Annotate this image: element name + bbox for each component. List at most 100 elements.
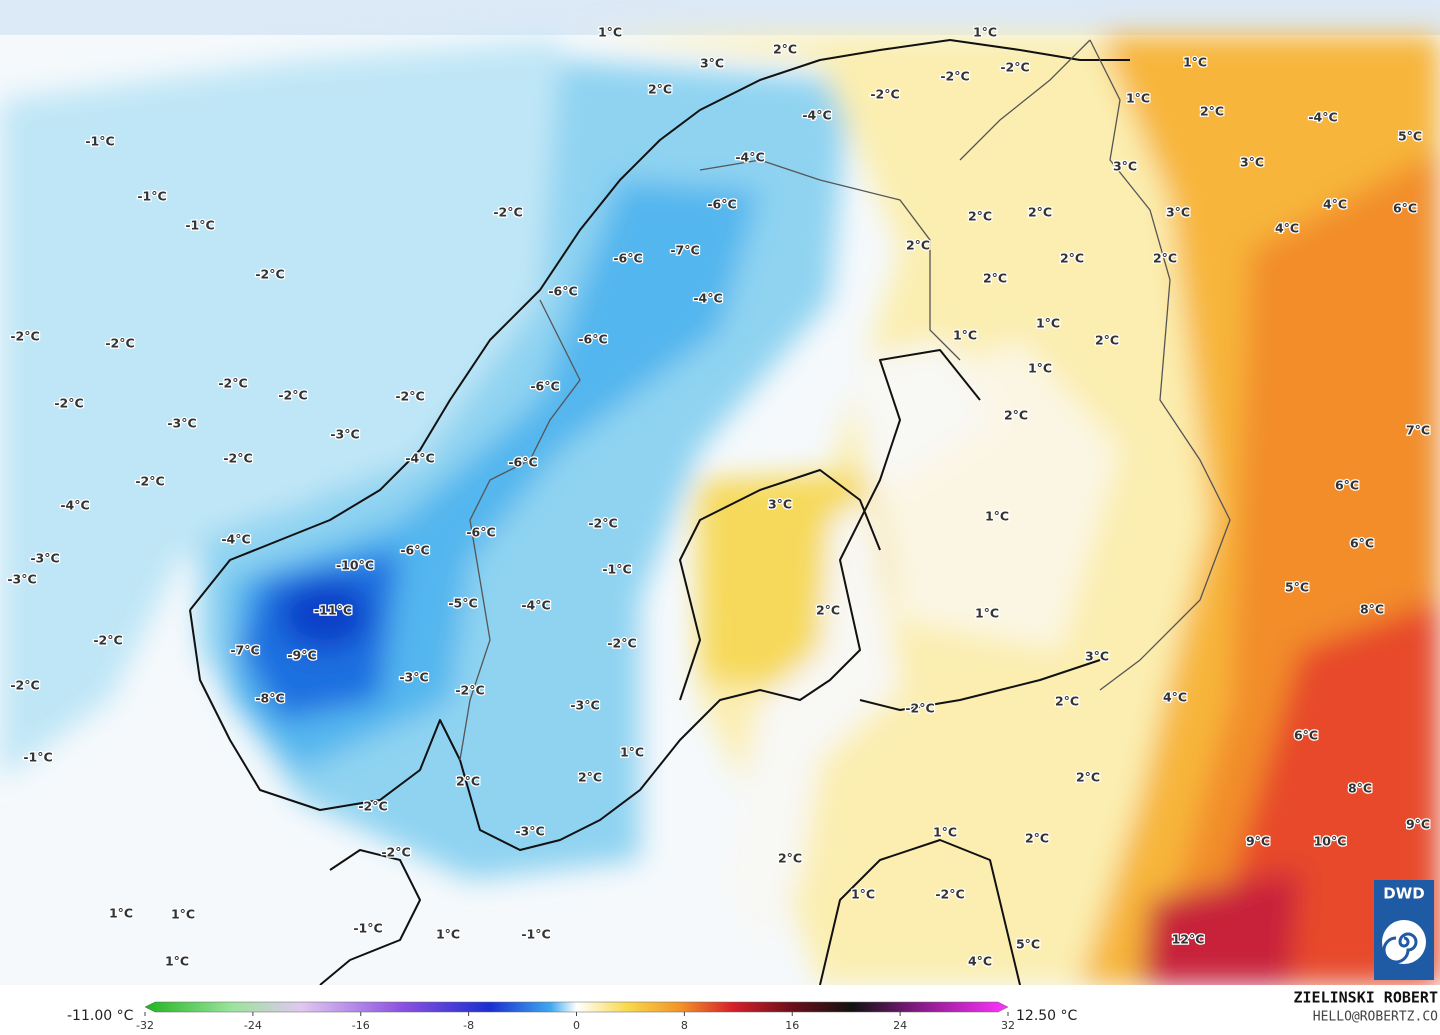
temperature-label: -7°C — [670, 243, 699, 258]
temperature-label: 2°C — [578, 770, 602, 785]
temperature-label: -4°C — [521, 598, 550, 613]
temperature-label: -6°C — [613, 251, 642, 266]
temperature-label: -4°C — [60, 498, 89, 513]
author: ZIELINSKI ROBERT — [1294, 989, 1439, 1007]
temperature-labels: 1°C 1°C 2°C 3°C 2°C -2°C -2°C 1°C 1°C -2°C 2°C -4°C… — [6, 23, 1431, 970]
temperature-label: 4°C — [1275, 221, 1299, 236]
colorbar-gradient — [144, 1001, 1009, 1013]
temperature-label: -2°C — [218, 376, 247, 391]
temperature-label: -2°C — [358, 799, 387, 814]
temperature-label: -4°C — [693, 291, 722, 306]
temperature-label: 1°C — [165, 954, 189, 969]
temperature-label: -10°C — [336, 558, 374, 573]
temperature-label: 2°C — [456, 774, 480, 789]
colorbar-tick-label: 16 — [785, 1019, 799, 1032]
temperature-label: 3°C — [1085, 649, 1109, 664]
temperature-label: 1°C — [973, 25, 997, 40]
colorbar-tick-label: -8 — [463, 1019, 474, 1032]
temperature-label: 2°C — [778, 851, 802, 866]
temperature-label: 8°C — [1360, 602, 1384, 617]
temperature-label: 12°C — [1172, 932, 1205, 947]
temperature-label: 1°C — [436, 927, 460, 942]
temperature-label: 1°C — [620, 745, 644, 760]
temperature-label: -2°C — [10, 678, 39, 693]
temperature-label: 2°C — [1025, 831, 1049, 846]
temperature-label: 1°C — [598, 25, 622, 40]
temperature-label: -4°C — [405, 451, 434, 466]
temperature-label: 2°C — [1095, 333, 1119, 348]
colorbar-tick-label: -16 — [352, 1019, 370, 1032]
temperature-label: 1°C — [171, 907, 195, 922]
temperature-label: 1°C — [975, 606, 999, 621]
temperature-label: 2°C — [1028, 205, 1052, 220]
temperature-label: 4°C — [1323, 197, 1347, 212]
temperature-label: -4°C — [221, 532, 250, 547]
temperature-label: -2°C — [935, 887, 964, 902]
temperature-label: -5°C — [448, 596, 477, 611]
temperature-label: -7°C — [230, 643, 259, 658]
temperature-label: -1°C — [137, 189, 166, 204]
colorbar-tick-label: -32 — [136, 1019, 154, 1032]
temperature-label: -2°C — [940, 69, 969, 84]
temperature-label: 1°C — [985, 509, 1009, 524]
temperature-label: 1°C — [1036, 316, 1060, 331]
temperature-label: -4°C — [1308, 110, 1337, 125]
temperature-label: 2°C — [1055, 694, 1079, 709]
colorbar: -11.00 °C 12.50 °C -32 -24 -16 -8 0 8 16 24 32 — [67, 1001, 1078, 1032]
temperature-label: 5°C — [1016, 937, 1040, 952]
temperature-label: -4°C — [735, 150, 764, 165]
temperature-label: -3°C — [167, 416, 196, 431]
temperature-label: -2°C — [870, 87, 899, 102]
temperature-label: -2°C — [905, 701, 934, 716]
temperature-label: 1°C — [851, 887, 875, 902]
temperature-label: -2°C — [607, 636, 636, 651]
temperature-label: 1°C — [1126, 91, 1150, 106]
temperature-label: -6°C — [508, 455, 537, 470]
temperature-label: 3°C — [1166, 205, 1190, 220]
temperature-label: 6°C — [1350, 536, 1374, 551]
temperature-label: 6°C — [1294, 728, 1318, 743]
temperature-label: 1°C — [1028, 361, 1052, 376]
temperature-label: 2°C — [906, 238, 930, 253]
temperature-label: -2°C — [1000, 60, 1029, 75]
temperature-label: -3°C — [570, 698, 599, 713]
temperature-label: 7°C — [1406, 423, 1430, 438]
temperature-label: -2°C — [93, 633, 122, 648]
temperature-label: 2°C — [1200, 104, 1224, 119]
dwd-logo: DWD — [1374, 880, 1434, 980]
temperature-label: -1°C — [602, 562, 631, 577]
temperature-label: -3°C — [399, 670, 428, 685]
temperature-label: -3°C — [7, 572, 36, 587]
temperature-label: 1°C — [953, 328, 977, 343]
colorbar-tick-label: -24 — [244, 1019, 262, 1032]
temperature-label: 9°C — [1406, 817, 1430, 832]
coastlines-and-borders — [189, 39, 1231, 986]
temperature-label: 2°C — [1076, 770, 1100, 785]
temperature-label: -2°C — [105, 336, 134, 351]
temperature-label: 5°C — [1285, 580, 1309, 595]
temperature-label: -6°C — [548, 284, 577, 299]
temperature-label: -2°C — [493, 205, 522, 220]
colorbar-tick-label: 8 — [681, 1019, 688, 1032]
temperature-label: -3°C — [515, 824, 544, 839]
temperature-label: -1°C — [23, 750, 52, 765]
temperature-label: 2°C — [1060, 251, 1084, 266]
temperature-label: -8°C — [255, 691, 284, 706]
temperature-label: -2°C — [278, 388, 307, 403]
temperature-label: 2°C — [773, 42, 797, 57]
temperature-label: 9°C — [1246, 834, 1270, 849]
temperature-label: -3°C — [330, 427, 359, 442]
temperature-label: 1°C — [1183, 55, 1207, 70]
temperature-label: 3°C — [768, 497, 792, 512]
logo-spiral — [1382, 932, 1418, 964]
temperature-label: -1°C — [185, 218, 214, 233]
temperature-label: -6°C — [578, 332, 607, 347]
temperature-label: -2°C — [54, 396, 83, 411]
temperature-label: -1°C — [85, 134, 114, 149]
temperature-label: 3°C — [700, 56, 724, 71]
temperature-label: -2°C — [223, 451, 252, 466]
temperature-label: -4°C — [802, 108, 831, 123]
temperature-label: -2°C — [455, 683, 484, 698]
colorbar-tick-label: 24 — [893, 1019, 907, 1032]
